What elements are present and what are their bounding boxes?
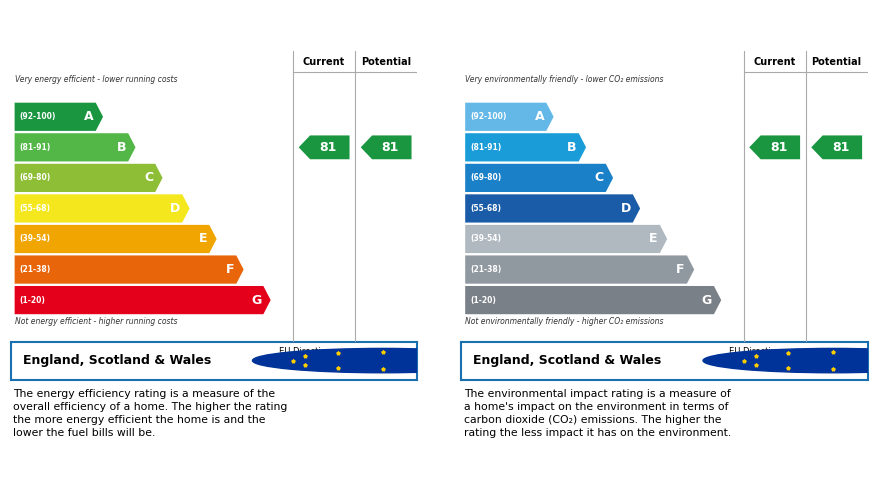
Text: (55-68): (55-68) bbox=[470, 204, 501, 213]
Polygon shape bbox=[15, 255, 244, 283]
Text: (21-38): (21-38) bbox=[19, 265, 51, 274]
Text: (69-80): (69-80) bbox=[19, 174, 51, 182]
Text: Current: Current bbox=[303, 57, 345, 67]
Text: E: E bbox=[199, 233, 208, 246]
Text: A: A bbox=[84, 110, 93, 123]
Text: EU Directive
2002/91/EC: EU Directive 2002/91/EC bbox=[730, 347, 781, 366]
Polygon shape bbox=[15, 194, 189, 222]
Text: F: F bbox=[677, 263, 685, 276]
Text: G: G bbox=[251, 294, 261, 307]
Text: E: E bbox=[649, 233, 658, 246]
Text: G: G bbox=[701, 294, 712, 307]
Text: The environmental impact rating is a measure of
a home's impact on the environme: The environmental impact rating is a mea… bbox=[464, 388, 731, 438]
Text: Very environmentally friendly - lower CO₂ emissions: Very environmentally friendly - lower CO… bbox=[466, 75, 664, 84]
Text: Current: Current bbox=[753, 57, 796, 67]
Polygon shape bbox=[15, 103, 103, 131]
Text: D: D bbox=[170, 202, 180, 215]
Text: Very energy efficient - lower running costs: Very energy efficient - lower running co… bbox=[15, 75, 177, 84]
Text: 81: 81 bbox=[770, 141, 788, 154]
Polygon shape bbox=[749, 136, 800, 159]
Circle shape bbox=[253, 349, 513, 373]
Polygon shape bbox=[298, 136, 349, 159]
Text: (92-100): (92-100) bbox=[19, 112, 55, 121]
Text: Not environmentally friendly - higher CO₂ emissions: Not environmentally friendly - higher CO… bbox=[466, 317, 664, 326]
Text: England, Scotland & Wales: England, Scotland & Wales bbox=[473, 354, 662, 367]
Text: Potential: Potential bbox=[811, 57, 862, 67]
Text: C: C bbox=[595, 172, 604, 184]
Polygon shape bbox=[15, 164, 163, 192]
Polygon shape bbox=[15, 286, 271, 314]
Polygon shape bbox=[466, 225, 667, 253]
Text: England, Scotland & Wales: England, Scotland & Wales bbox=[23, 354, 211, 367]
Text: (81-91): (81-91) bbox=[19, 143, 51, 152]
Text: 81: 81 bbox=[382, 141, 399, 154]
Circle shape bbox=[703, 349, 880, 373]
Polygon shape bbox=[466, 194, 640, 222]
Text: (69-80): (69-80) bbox=[470, 174, 502, 182]
Text: (1-20): (1-20) bbox=[470, 296, 496, 305]
Polygon shape bbox=[15, 133, 136, 161]
Text: Not energy efficient - higher running costs: Not energy efficient - higher running co… bbox=[15, 317, 177, 326]
Text: 81: 81 bbox=[319, 141, 337, 154]
Text: (39-54): (39-54) bbox=[19, 235, 50, 244]
Text: (81-91): (81-91) bbox=[470, 143, 502, 152]
Polygon shape bbox=[15, 225, 216, 253]
Text: B: B bbox=[568, 141, 576, 154]
Text: The energy efficiency rating is a measure of the
overall efficiency of a home. T: The energy efficiency rating is a measur… bbox=[13, 388, 288, 438]
Polygon shape bbox=[466, 286, 722, 314]
Text: Potential: Potential bbox=[361, 57, 411, 67]
Text: D: D bbox=[620, 202, 631, 215]
Text: (39-54): (39-54) bbox=[470, 235, 501, 244]
Polygon shape bbox=[361, 136, 412, 159]
Text: A: A bbox=[535, 110, 544, 123]
Polygon shape bbox=[466, 103, 554, 131]
Text: 81: 81 bbox=[832, 141, 849, 154]
Text: F: F bbox=[226, 263, 234, 276]
Polygon shape bbox=[466, 255, 694, 283]
Text: (92-100): (92-100) bbox=[470, 112, 506, 121]
Text: B: B bbox=[117, 141, 126, 154]
Text: (21-38): (21-38) bbox=[470, 265, 502, 274]
Text: (55-68): (55-68) bbox=[19, 204, 50, 213]
Polygon shape bbox=[811, 136, 862, 159]
Text: (1-20): (1-20) bbox=[19, 296, 46, 305]
Text: C: C bbox=[144, 172, 153, 184]
Text: Energy Efficiency Rating: Energy Efficiency Rating bbox=[18, 28, 202, 40]
Polygon shape bbox=[466, 164, 613, 192]
Text: Environmental Impact (CO₂) Rating: Environmental Impact (CO₂) Rating bbox=[469, 28, 731, 40]
Polygon shape bbox=[466, 133, 586, 161]
Text: EU Directive
2002/91/EC: EU Directive 2002/91/EC bbox=[279, 347, 331, 366]
